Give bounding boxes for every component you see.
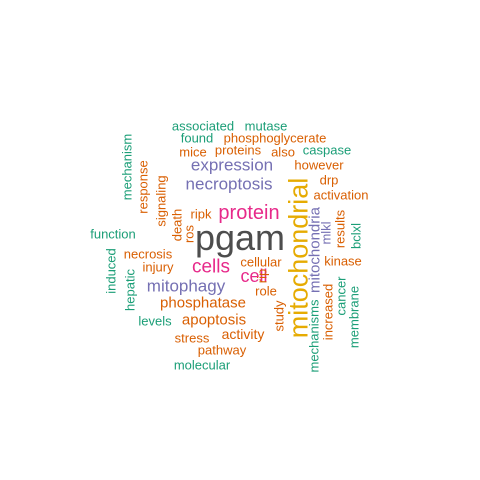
word-cellular: cellular <box>240 254 282 270</box>
word-also: also <box>271 144 295 160</box>
word-necrosis: necrosis <box>123 246 173 262</box>
word-mice: mice <box>179 144 207 160</box>
word-bclxl: bclxl <box>348 222 364 250</box>
word-phosphoglycerate: phosphoglycerate <box>223 130 327 146</box>
word-ripk: ripk <box>190 206 212 222</box>
word-drp: drp <box>319 172 339 188</box>
word-necroptosis: necroptosis <box>185 174 273 194</box>
word-expression: expression <box>190 155 274 175</box>
word-response: response <box>135 160 151 214</box>
word-activation: activation <box>313 187 369 203</box>
word-mechanism: mechanism <box>119 133 135 201</box>
word-ros: ros <box>181 224 197 244</box>
word-kinase: kinase <box>324 253 362 269</box>
word-mechanisms: mechanisms <box>306 299 322 373</box>
word-activity: activity <box>221 326 265 342</box>
word-phosphatase: phosphatase <box>160 294 246 312</box>
word-pgam: pgam <box>194 217 286 258</box>
word-proteins: proteins <box>214 142 262 158</box>
word-induced: induced <box>103 248 119 294</box>
word-however: however <box>294 157 344 173</box>
word-membrane: membrane <box>346 285 362 349</box>
word-found: found <box>180 130 214 146</box>
word-mitophagy: mitophagy <box>146 276 226 296</box>
word-molecular: molecular <box>173 357 231 373</box>
word-associated: associated <box>171 118 235 134</box>
word-signaling: signaling <box>153 175 169 227</box>
word-mutase: mutase <box>244 118 288 134</box>
word-study: study <box>271 300 287 332</box>
word-function: function <box>90 226 136 242</box>
word-rip: rip <box>254 268 270 284</box>
word-mitochondria: mitochondria <box>306 207 324 293</box>
word-mlkl: mlkl <box>318 221 334 245</box>
word-role: role <box>255 283 277 299</box>
word-injury: injury <box>142 259 174 275</box>
word-stress: stress <box>174 330 210 346</box>
word-results: results <box>332 209 348 249</box>
word-cell: cell <box>240 266 268 286</box>
word-levels: levels <box>138 313 172 329</box>
word-hepatic: hepatic <box>122 269 138 311</box>
word-caspase: caspase <box>302 142 352 158</box>
word-cells: cells <box>191 256 231 278</box>
word-protein: protein <box>218 202 280 224</box>
word-apoptosis: apoptosis <box>181 311 247 329</box>
word-pathway: pathway <box>197 342 247 358</box>
